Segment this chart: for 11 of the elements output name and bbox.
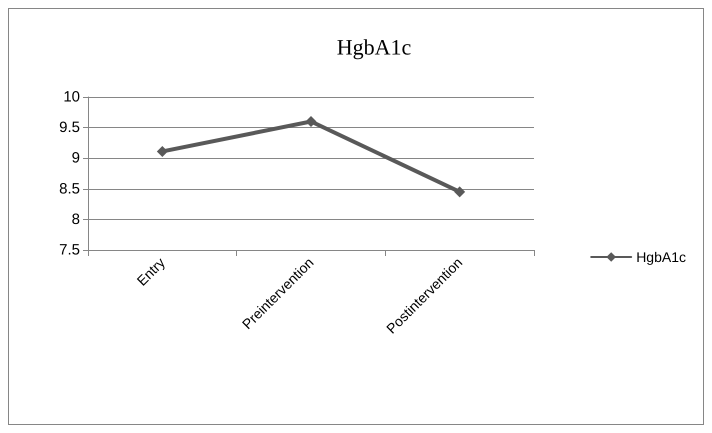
- y-tick-label: 8: [72, 210, 80, 228]
- y-tick-label: 9: [72, 150, 80, 167]
- point: [454, 186, 466, 198]
- y-tick-label: 8.5: [59, 180, 80, 198]
- point: [306, 116, 316, 127]
- legend-label: HgbA1c: [636, 249, 686, 265]
- chart-title: HgbA1c: [336, 34, 412, 60]
- y-tick-label: 10: [63, 88, 80, 106]
- y-tick-label: 9.5: [59, 119, 80, 136]
- point: [156, 146, 168, 157]
- y-tick-label: 7.5: [59, 242, 80, 258]
